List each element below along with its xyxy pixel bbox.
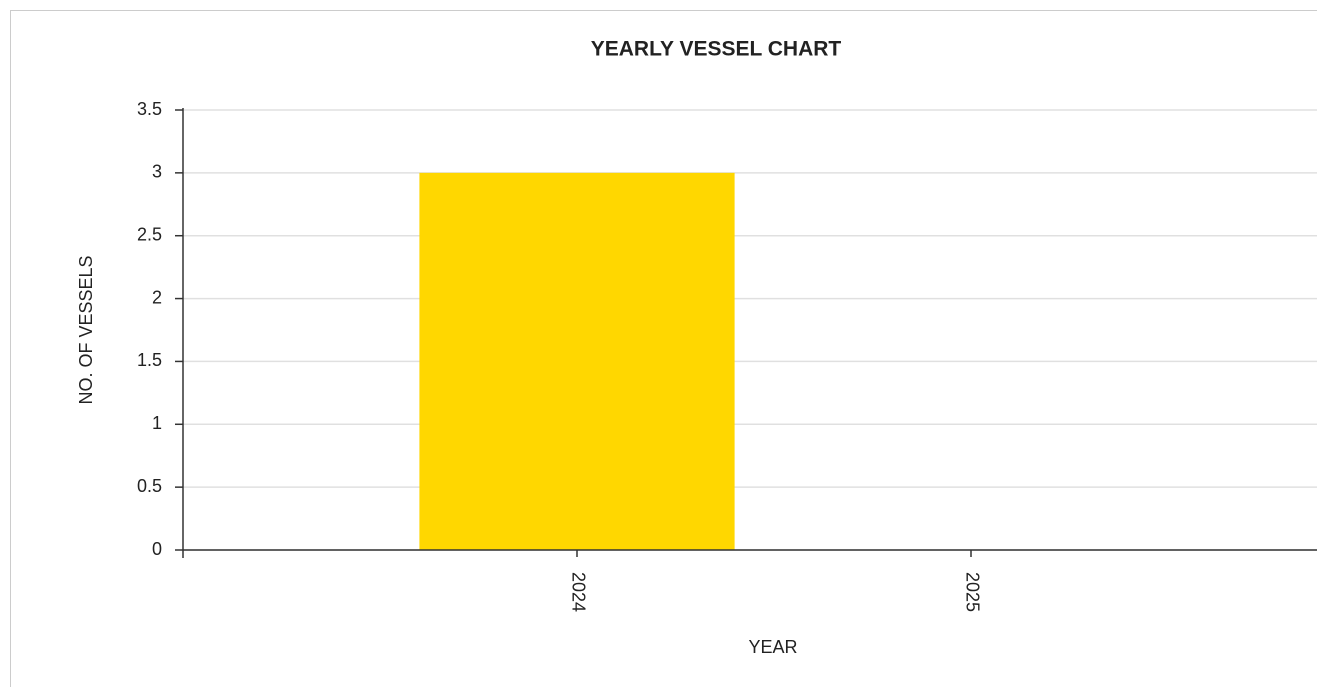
y-tick-label: 1.5 [137, 350, 162, 370]
x-tick-label: 2025 [962, 572, 982, 612]
y-tick-label: 3.5 [137, 99, 162, 119]
chart-title: YEARLY VESSEL CHART [591, 38, 842, 61]
y-tick-label: 0 [152, 539, 162, 559]
y-tick-label: 2 [152, 287, 162, 307]
y-tick-label: 0.5 [137, 476, 162, 496]
bar [419, 172, 735, 550]
x-tick-label: 2024 [568, 572, 588, 612]
x-axis-label: YEAR [748, 637, 797, 657]
y-axis-label: NO. OF VESSELS [76, 255, 96, 404]
y-tick-label: 1 [152, 413, 162, 433]
y-tick-label: 3 [152, 162, 162, 182]
y-tick-label: 2.5 [137, 224, 162, 244]
